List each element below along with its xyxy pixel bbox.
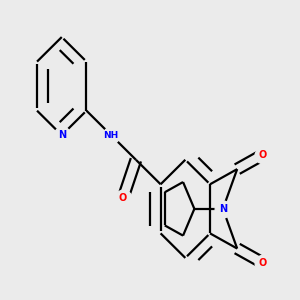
- Text: N: N: [58, 130, 66, 140]
- Text: O: O: [259, 258, 267, 268]
- Text: O: O: [119, 193, 127, 203]
- Text: N: N: [219, 204, 227, 214]
- Text: O: O: [259, 150, 267, 160]
- Text: NH: NH: [103, 131, 119, 140]
